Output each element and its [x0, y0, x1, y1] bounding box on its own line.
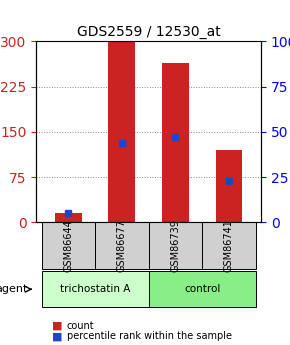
FancyBboxPatch shape: [95, 222, 148, 269]
Text: control: control: [184, 284, 220, 294]
Title: GDS2559 / 12530_at: GDS2559 / 12530_at: [77, 25, 220, 39]
FancyBboxPatch shape: [41, 272, 148, 307]
Text: GSM86644: GSM86644: [63, 219, 73, 272]
Bar: [215, 150, 242, 222]
Text: GSM86677: GSM86677: [117, 219, 127, 272]
FancyBboxPatch shape: [148, 222, 202, 269]
FancyBboxPatch shape: [148, 272, 256, 307]
FancyBboxPatch shape: [202, 222, 256, 269]
Text: ■: ■: [52, 332, 63, 341]
Text: GSM86739: GSM86739: [171, 219, 180, 272]
Bar: [55, 213, 82, 222]
Text: agent: agent: [0, 284, 28, 294]
Text: count: count: [67, 321, 94, 331]
FancyBboxPatch shape: [41, 222, 95, 269]
Bar: [162, 62, 189, 222]
Bar: [108, 41, 135, 222]
Text: trichostatin A: trichostatin A: [60, 284, 130, 294]
Text: ■: ■: [52, 321, 63, 331]
Text: percentile rank within the sample: percentile rank within the sample: [67, 332, 232, 341]
Text: GSM86741: GSM86741: [224, 219, 234, 272]
